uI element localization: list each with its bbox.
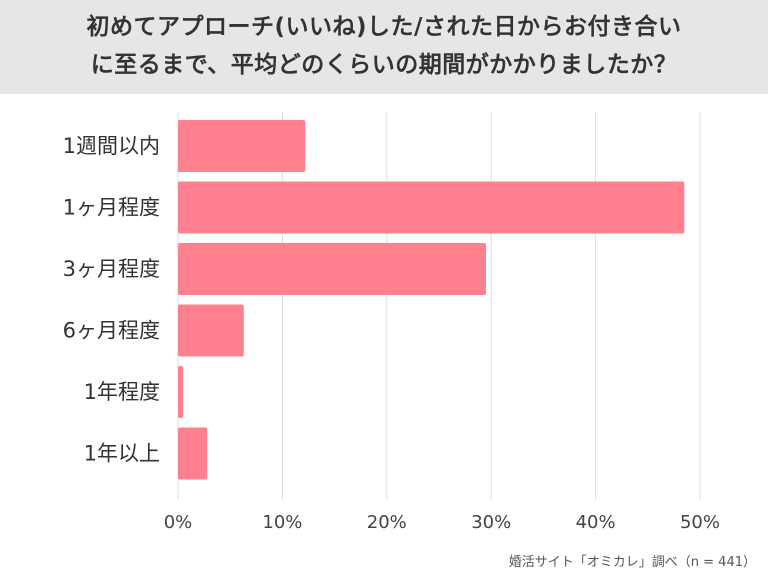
x-tick-label: 50% bbox=[680, 512, 720, 533]
x-tick-label: 10% bbox=[262, 512, 302, 533]
x-tick-label: 30% bbox=[471, 512, 511, 533]
title-band: 初めてアプローチ(いいね)した/された日からお付き合い に至るまで、平均どのくら… bbox=[0, 0, 768, 94]
source-note: 婚活サイト「オミカレ」調べ（n = 441） bbox=[508, 555, 756, 570]
x-axis-tick-labels: 0% 10% 20% 30% 40% 50% bbox=[164, 512, 720, 533]
x-tick-label: 40% bbox=[576, 512, 616, 533]
bar bbox=[178, 181, 685, 234]
category-label: 1年程度 bbox=[84, 380, 160, 404]
x-tick-label: 20% bbox=[367, 512, 407, 533]
category-label: 6ヶ月程度 bbox=[63, 319, 160, 343]
chart-title-line-2: に至るまで、平均どのくらいの期間がかかりましたか？ bbox=[90, 52, 678, 78]
category-label: 1週間以内 bbox=[63, 134, 160, 158]
x-tick-label: 0% bbox=[164, 512, 193, 533]
bar bbox=[178, 243, 486, 295]
bars bbox=[178, 120, 685, 480]
category-label: 3ヶ月程度 bbox=[63, 257, 160, 281]
chart-title-line-1: 初めてアプローチ(いいね)した/された日からお付き合い bbox=[86, 14, 682, 40]
bar bbox=[178, 120, 306, 172]
category-labels: 1週間以内 1ヶ月程度 3ヶ月程度 6ヶ月程度 1年程度 1年以上 bbox=[63, 134, 160, 466]
category-label: 1ヶ月程度 bbox=[63, 196, 160, 220]
bar bbox=[178, 366, 184, 418]
category-label: 1年以上 bbox=[84, 442, 160, 466]
bar bbox=[178, 427, 208, 480]
bar bbox=[178, 304, 244, 357]
